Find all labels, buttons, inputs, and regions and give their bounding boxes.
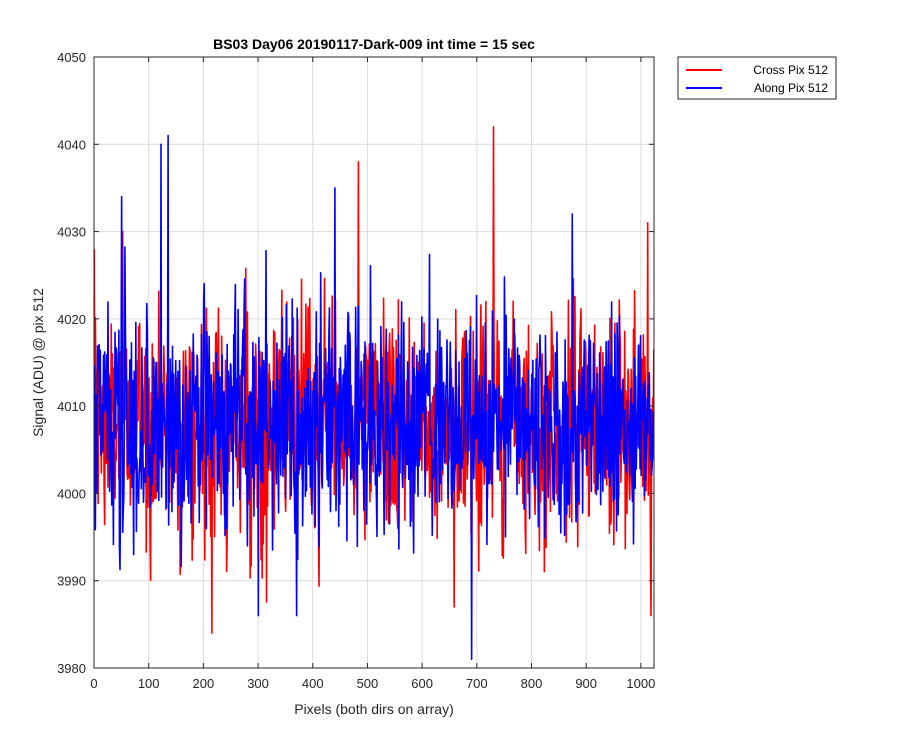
axis-ticks: 0 100 200 300 400 500 600 700 800 900 1000 3980 3990… xyxy=(57,50,655,691)
y-axis-label: Signal (ADU) @ pix 512 xyxy=(30,288,46,437)
chart-title: BS03 Day06 20190117-Dark-009 int time = … xyxy=(213,36,535,52)
legend-box xyxy=(677,56,837,100)
x-tick-label: 100 xyxy=(138,676,160,691)
x-tick-label: 300 xyxy=(247,676,269,691)
y-tick-label: 3990 xyxy=(57,574,86,589)
plot-frame xyxy=(93,56,655,669)
y-tick-label: 4030 xyxy=(57,225,86,240)
y-tick-label: 3980 xyxy=(57,661,86,676)
x-tick-label: 0 xyxy=(90,676,97,691)
legend-entry-cross: Cross Pix 512 xyxy=(753,63,828,77)
x-tick-label: 1000 xyxy=(626,676,655,691)
series-line-along xyxy=(93,134,655,661)
x-tick-label: 500 xyxy=(357,676,379,691)
x-tick-label: 200 xyxy=(193,676,215,691)
y-tick-label: 4020 xyxy=(57,312,86,327)
x-tick-label: 600 xyxy=(411,676,433,691)
x-tick-label: 700 xyxy=(466,676,488,691)
y-tick-label: 4000 xyxy=(57,486,86,501)
series-lines xyxy=(93,126,655,661)
x-axis-label: Pixels (both dirs on array) xyxy=(294,701,454,717)
legend: Cross Pix 512 Along Pix 512 xyxy=(677,56,837,100)
legend-entry-along: Along Pix 512 xyxy=(754,81,828,95)
x-tick-label: 400 xyxy=(302,676,324,691)
x-tick-label: 800 xyxy=(521,676,543,691)
y-tick-label: 4040 xyxy=(57,137,86,152)
x-tick-label: 900 xyxy=(575,676,597,691)
y-tick-label: 4050 xyxy=(57,50,86,65)
y-tick-label: 4010 xyxy=(57,399,86,414)
